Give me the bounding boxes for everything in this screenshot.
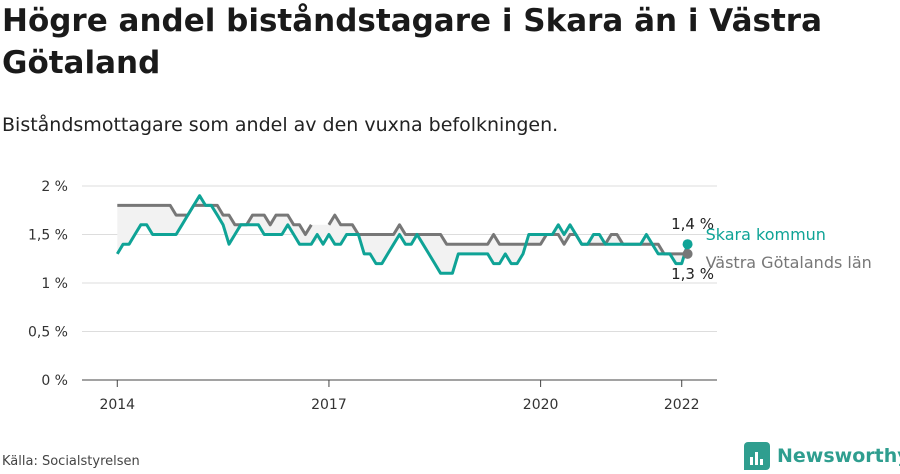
series-line-skara xyxy=(116,194,690,275)
newsworthy-logo-icon xyxy=(744,442,770,470)
y-tick-label: 0,5 % xyxy=(28,325,68,341)
chart-title: Högre andel biståndstagare i Skara än i … xyxy=(2,3,823,81)
annotation-skara-value: 1,4 % xyxy=(671,215,714,233)
series-label-skara: Skara kommun xyxy=(706,225,826,244)
x-tick-label: 2014 xyxy=(99,397,135,413)
y-tick-label: 1 % xyxy=(41,276,68,292)
x-tick-label: 2020 xyxy=(523,397,559,413)
endpoint-skara xyxy=(682,239,693,250)
series-line-vastra-gotaland xyxy=(117,203,688,256)
chart-subtitle: Biståndsmottagare som andel av den vuxna… xyxy=(2,114,559,136)
endpoint-vastra-gotaland xyxy=(682,248,693,259)
brand-logo: Newsworthy xyxy=(744,441,900,471)
x-tick-label: 2017 xyxy=(311,397,347,413)
annotation-vgl-value: 1,3 % xyxy=(671,265,714,283)
y-tick-label: 1,5 % xyxy=(28,228,68,244)
y-tick-label: 2 % xyxy=(41,179,68,195)
series-label-vastra-gotaland: Västra Götalands län xyxy=(706,253,872,272)
line-chart: 0 % 0,5 % 1 % 1,5 % 2 % 2014 2017 2020 2022 1,4 %… xyxy=(28,179,872,413)
source-note: Källa: Socialstyrelsen xyxy=(2,454,140,469)
x-tick-label: 2022 xyxy=(664,397,700,413)
difference-band xyxy=(117,195,688,274)
y-tick-label: 0 % xyxy=(41,373,68,389)
brand-name: Newsworthy xyxy=(777,445,900,467)
